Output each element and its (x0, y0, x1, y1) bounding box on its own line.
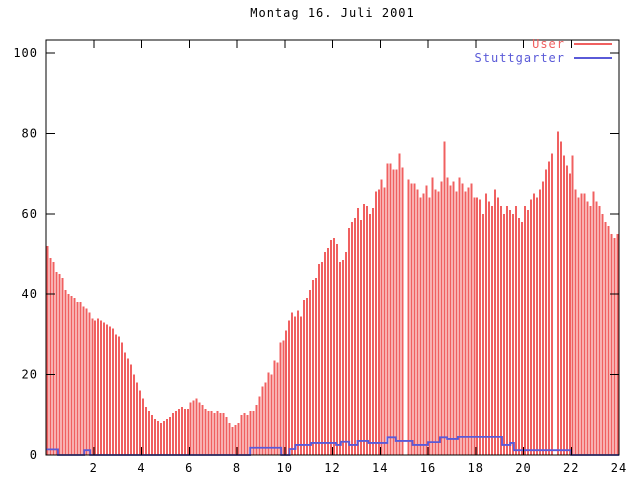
legend-line-sample-stuttgarter (574, 57, 612, 59)
legend-label-user: User (532, 37, 565, 51)
legend-label-stuttgarter: Stuttgarter (474, 51, 565, 65)
y-tick-label: 60 (22, 207, 38, 221)
x-tick-label: 6 (185, 461, 193, 475)
x-tick-label: 2 (90, 461, 98, 475)
x-tick-label: 4 (137, 461, 145, 475)
x-tick-label: 8 (233, 461, 241, 475)
x-tick-label: 12 (324, 461, 340, 475)
y-tick-label: 0 (30, 448, 38, 462)
x-tick-label: 18 (468, 461, 484, 475)
x-tick-label: 22 (563, 461, 579, 475)
legend-row-user: User (475, 37, 612, 51)
stuttgarter-line (46, 436, 619, 456)
legend-line-sample-user (574, 43, 612, 45)
legend: User Stuttgarter (475, 37, 612, 65)
x-tick-label: 10 (277, 461, 293, 475)
y-tick-label: 80 (22, 126, 38, 140)
y-tick-label: 20 (22, 368, 38, 382)
y-tick-label: 100 (13, 46, 38, 60)
x-tick-label: 20 (515, 461, 531, 475)
legend-row-stuttgarter: Stuttgarter (475, 51, 612, 65)
y-tick-label: 40 (22, 287, 38, 301)
x-tick-label: 24 (611, 461, 627, 475)
x-tick-label: 14 (372, 461, 388, 475)
x-tick-label: 16 (420, 461, 436, 475)
chart-title: Montag 16. Juli 2001 (250, 6, 415, 20)
